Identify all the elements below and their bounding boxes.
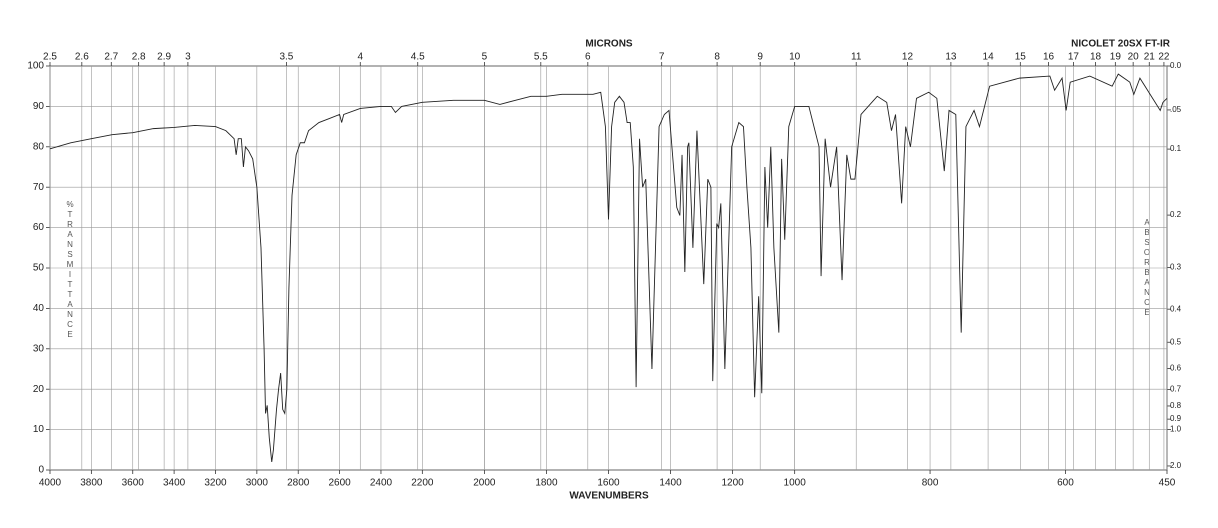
x-tick-label: 3200 <box>204 478 227 489</box>
y-tick-label: 80 <box>33 141 45 152</box>
spectrum-line <box>49 73 1168 462</box>
x-tick-label: 2800 <box>287 478 310 489</box>
top-tick-label: 7 <box>659 52 665 63</box>
x-tick-label: 1600 <box>597 478 620 489</box>
top-tick-label: 2.5 <box>43 52 57 63</box>
y-tick-label: 40 <box>33 303 45 314</box>
top-tick-label: 22 <box>1158 52 1170 63</box>
top-tick-label: 19 <box>1110 52 1122 63</box>
y2-tick-label: 0.5 <box>1170 337 1182 346</box>
y-tick-label: 50 <box>33 263 45 274</box>
top-tick-label: 8 <box>714 52 720 63</box>
y-tick-label: 90 <box>33 101 45 112</box>
y-tick-label: 30 <box>33 343 45 354</box>
y2-tick-label: 0.2 <box>1170 210 1182 219</box>
y-tick-label: 10 <box>33 424 45 435</box>
y-axis-label: %TRANSMITTANCE <box>66 200 75 340</box>
top-tick-label: 18 <box>1090 52 1102 63</box>
top-tick-label: 5 <box>482 52 488 63</box>
top-tick-label: 20 <box>1128 52 1140 63</box>
x-tick-label: 1800 <box>535 478 558 489</box>
y2-tick-label: 0.0 <box>1170 61 1182 70</box>
x-tick-label: 2200 <box>411 478 434 489</box>
x-tick-label: 3400 <box>163 478 186 489</box>
x-tick-label: 1400 <box>659 478 682 489</box>
top-tick-label: 6 <box>585 52 591 63</box>
y2-tick-label: 0.4 <box>1170 304 1182 313</box>
top-tick-label: 11 <box>851 52 862 63</box>
top-tick-label: 3 <box>185 52 191 63</box>
x-tick-label: 3600 <box>122 478 145 489</box>
top-tick-label: 2.8 <box>132 52 146 63</box>
x-tick-label: 2600 <box>328 478 351 489</box>
x-tick-label: 2000 <box>473 478 496 489</box>
x-tick-label: 800 <box>922 478 939 489</box>
x-tick-label: 1000 <box>784 478 807 489</box>
y2-tick-label: 0.9 <box>1170 414 1182 423</box>
top-tick-label: 2.9 <box>157 52 171 63</box>
y2-tick-label: 0.1 <box>1170 144 1182 153</box>
top-tick-label: 4 <box>357 52 363 63</box>
top-tick-label: 17 <box>1068 52 1080 63</box>
top-tick-label: 10 <box>789 52 801 63</box>
top-tick-label: 2.6 <box>75 52 89 63</box>
top-tick-label: 3.5 <box>279 52 293 63</box>
x-tick-label: 3800 <box>80 478 103 489</box>
y-tick-label: 70 <box>33 182 45 193</box>
x-tick-label: 600 <box>1057 478 1074 489</box>
y2-tick-label: 1.0 <box>1170 425 1182 434</box>
top-tick-label: 14 <box>983 52 995 63</box>
top-tick-label: 5.5 <box>534 52 548 63</box>
y2-tick-label: 0.3 <box>1170 263 1182 272</box>
y2-tick-label: 2.0 <box>1170 461 1182 470</box>
y-tick-label: 60 <box>33 222 45 233</box>
y2-tick-label: .05 <box>1170 105 1182 114</box>
x-tick-label: 4000 <box>39 478 62 489</box>
y-tick-label: 0 <box>38 465 44 476</box>
top-axis-label: MICRONS <box>585 39 633 50</box>
x-tick-label: 2400 <box>370 478 393 489</box>
top-tick-label: 15 <box>1015 52 1027 63</box>
top-tick-label: 21 <box>1144 52 1156 63</box>
top-tick-label: 13 <box>945 52 957 63</box>
y2-tick-label: 0.7 <box>1170 385 1182 394</box>
y-tick-label: 20 <box>33 384 45 395</box>
x-axis-label: WAVENUMBERS <box>569 491 649 502</box>
x-tick-label: 3000 <box>246 478 269 489</box>
top-tick-label: 2.7 <box>104 52 118 63</box>
top-tick-label: 4.5 <box>411 52 425 63</box>
y-tick-label: 100 <box>27 61 44 72</box>
y2-tick-label: 0.8 <box>1170 401 1182 410</box>
top-tick-label: 16 <box>1043 52 1055 63</box>
x-tick-label: 450 <box>1159 478 1176 489</box>
instrument-label: NICOLET 20SX FT-IR <box>1071 39 1171 50</box>
top-tick-label: 9 <box>757 52 763 63</box>
y2-tick-label: 0.6 <box>1170 364 1182 373</box>
x-tick-label: 1200 <box>721 478 744 489</box>
top-tick-label: 12 <box>902 52 914 63</box>
